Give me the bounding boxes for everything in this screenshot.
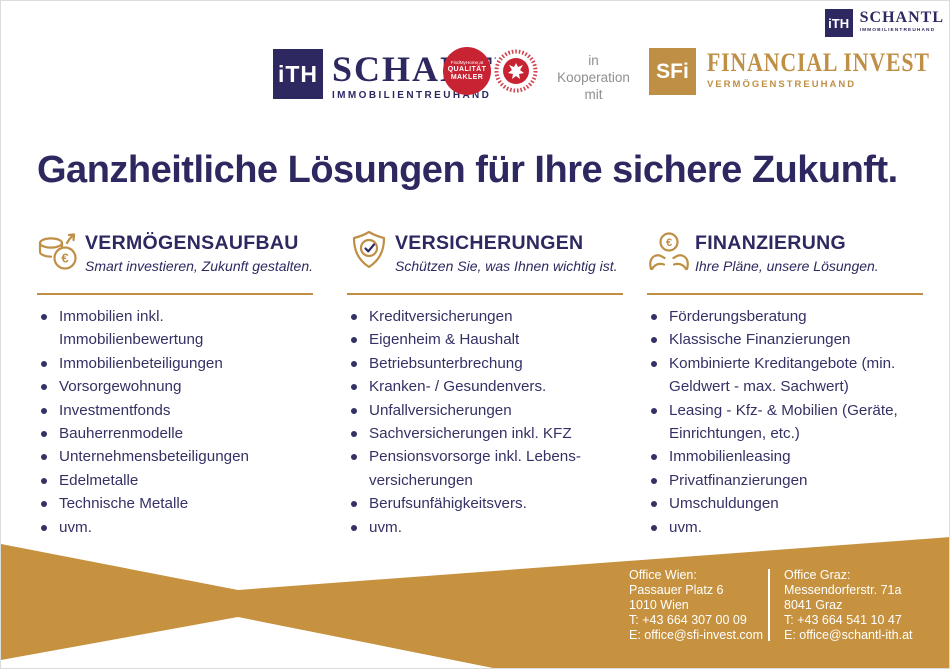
list-item: uvm. <box>647 516 909 539</box>
brand-subtitle: IMMOBILIENTREUHAND <box>332 90 492 101</box>
list-item: Kranken- / Gesundenvers. <box>347 375 609 398</box>
column-heading: VERMÖGENSAUFBAU <box>85 232 299 254</box>
column-header: € FINANZIERUNG Ihre Pläne, unsere Lösung… <box>647 227 923 283</box>
list-item: Immobilien inkl. Immobilienbewertung <box>37 305 299 352</box>
office-street: Passauer Platz 6 <box>629 583 724 597</box>
corner-brand-name: SCHANTL <box>859 9 944 26</box>
service-list: Immobilien inkl. Immobilienbewertung Immo… <box>37 305 299 539</box>
list-item: Immobilienbeteiligungen <box>37 352 299 375</box>
gold-ribbon-shape <box>1 537 949 668</box>
column-subtitle: Ihre Pläne, unsere Lösungen. <box>695 258 879 274</box>
list-item: Klassische Finanzierungen <box>647 328 909 351</box>
list-item: Eigenheim & Haushalt <box>347 328 609 351</box>
ith-monogram-icon: iTH <box>824 9 853 37</box>
column-finanzierung: € FINANZIERUNG Ihre Pläne, unsere Lösung… <box>647 227 923 539</box>
svg-text:€: € <box>666 237 672 249</box>
sfi-monogram-icon: SFi <box>649 48 696 95</box>
office-email: E: office@schantl-ith.at <box>784 628 913 642</box>
column-heading: FINANZIERUNG <box>695 232 846 254</box>
corner-logo-text: SCHANTL IMMOBILIENTREUHAND <box>860 9 944 33</box>
list-item: Sachversicherungen inkl. KFZ <box>347 422 609 445</box>
service-list: Förderungsberatung Klassische Finanzierun… <box>647 305 909 539</box>
list-item: Berufsunfähigkeitsvers. <box>347 492 609 515</box>
coins-growth-icon: € <box>38 233 77 270</box>
office-graz-block: Office Graz: Messendorferstr. 71a 8041 G… <box>784 568 913 643</box>
page-title: Ganzheitliche Lösungen für Ihre sichere … <box>37 149 898 191</box>
column-header: € VERMÖGENSAUFBAU Smart investieren, Zuk… <box>37 227 313 283</box>
kooperation-text: in Kooperation mit <box>557 53 630 102</box>
office-phone: T: +43 664 541 10 47 <box>784 613 902 627</box>
column-subtitle: Schützen Sie, was Ihnen wichtig ist. <box>395 258 618 274</box>
corner-brand-subtitle: IMMOBILIENTREUHAND <box>859 28 936 33</box>
list-item: Kreditversicherungen <box>347 305 609 328</box>
list-item: Technische Metalle <box>37 492 299 515</box>
office-street: Messendorferstr. 71a <box>784 583 902 597</box>
office-label: Office Wien: <box>629 568 697 582</box>
list-item: Unfallversicherungen <box>347 399 609 422</box>
svg-text:€: € <box>61 251 68 266</box>
column-heading: VERSICHERUNGEN <box>395 232 584 254</box>
sfi-brand-subtitle: VERMÖGENSTREUHAND <box>707 79 857 90</box>
quality-makler-seal: FindMyHome.at QUALITÄT MAKLER <box>443 47 491 95</box>
list-item: Unternehmensbeteiligungen <box>37 445 299 468</box>
column-vermoegensaufbau: € VERMÖGENSAUFBAU Smart investieren, Zuk… <box>37 227 313 539</box>
column-subtitle: Smart investieren, Zukunft gestalten. <box>85 258 313 274</box>
list-item: Bauherrenmodelle <box>37 422 299 445</box>
office-label: Office Graz: <box>784 568 851 582</box>
list-item: Edelmetalle <box>37 469 299 492</box>
sfi-brand-name: FINANCIAL INVEST <box>707 48 930 77</box>
list-item: uvm. <box>37 516 299 539</box>
gold-divider-rule <box>37 293 313 295</box>
list-item: uvm. <box>347 516 609 539</box>
gold-divider-rule <box>647 293 923 295</box>
ith-monogram-icon: iTH <box>273 49 323 99</box>
office-phone: T: +43 664 307 00 09 <box>629 613 747 627</box>
column-versicherungen: VERSICHERUNGEN Schützen Sie, was Ihnen w… <box>347 227 623 539</box>
list-item: Investmentfonds <box>37 399 299 422</box>
list-item: Umschuldungen <box>647 492 909 515</box>
list-item: Leasing - Kfz- & Mobilien (Geräte, Einri… <box>647 399 909 446</box>
office-city: 8041 Graz <box>784 598 843 612</box>
office-wien-block: Office Wien: Passauer Platz 6 1010 Wien … <box>629 568 763 643</box>
gold-divider-rule <box>347 293 623 295</box>
seal-line1: QUALITÄT <box>447 65 487 73</box>
footer-ribbon: Office Wien: Passauer Platz 6 1010 Wien … <box>1 528 949 668</box>
column-header: VERSICHERUNGEN Schützen Sie, was Ihnen w… <box>347 227 623 283</box>
list-item: Privatfinanzierungen <box>647 469 909 492</box>
austrian-eagle-icon <box>493 48 539 94</box>
seal-line2: MAKLER <box>450 73 484 81</box>
corner-schantl-logo: iTH SCHANTL IMMOBILIENTREUHAND <box>824 9 944 37</box>
list-item: Förderungsberatung <box>647 305 909 328</box>
shield-check-icon <box>352 230 386 269</box>
office-email: E: office@sfi-invest.com <box>629 628 764 642</box>
seal-brand-text: FindMyHome.at <box>450 60 484 66</box>
austrian-coat-of-arms-seal <box>492 47 540 95</box>
list-item: Pensionsvorsorge inkl. Lebens-versicheru… <box>347 445 609 492</box>
office-city: 1010 Wien <box>629 598 689 612</box>
list-item: Betriebsunterbrechung <box>347 352 609 375</box>
service-list: Kreditversicherungen Eigenheim & Haushalt… <box>347 305 609 539</box>
office-divider-line <box>768 569 770 641</box>
list-item: Vorsorgewohnung <box>37 375 299 398</box>
hands-euro-icon: € <box>649 232 689 271</box>
sfi-logo: FINANCIAL INVEST VERMÖGENSTREUHAND <box>707 48 949 91</box>
list-item: Kombinierte Kreditangebote (min. Geldwer… <box>647 352 909 399</box>
list-item: Immobilienleasing <box>647 445 909 468</box>
